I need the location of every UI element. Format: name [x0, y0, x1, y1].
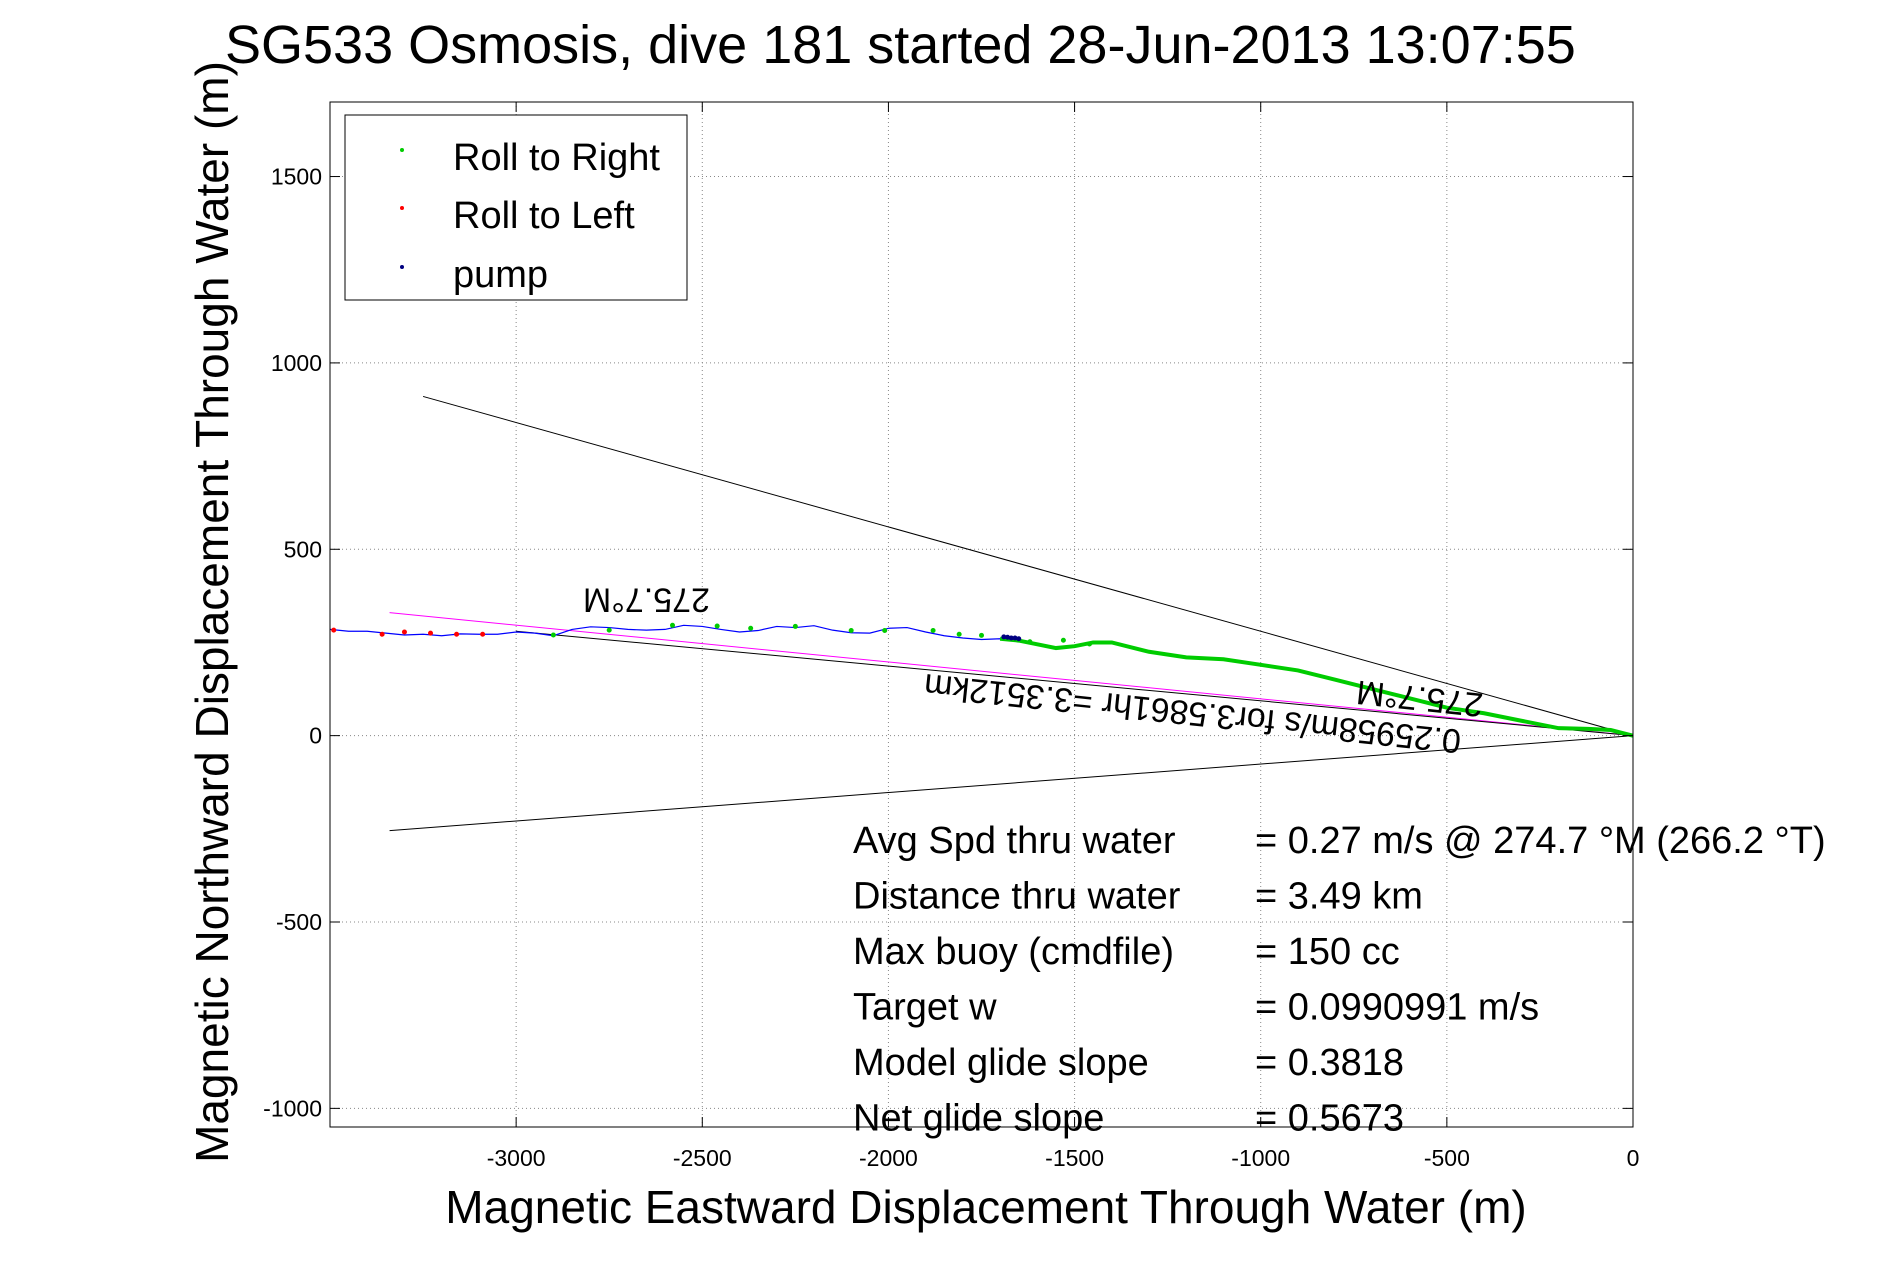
roll-left-point	[379, 631, 385, 637]
heading-line-black	[516, 630, 1634, 737]
roll-right-point	[606, 627, 612, 633]
roll-right-segment	[999, 636, 1634, 738]
stat-label: Distance thru water	[853, 876, 1181, 918]
x-tick-label: -500	[1424, 1145, 1470, 1171]
y-tick-label: -1000	[263, 1095, 322, 1121]
stat-value: = 0.3818	[1255, 1042, 1404, 1084]
roll-right-point	[1086, 641, 1092, 647]
stat-value: = 0.27 m/s @ 274.7 °M (266.2 °T)	[1255, 820, 1826, 862]
x-axis-label: Magnetic Eastward Displacement Through W…	[445, 1181, 1526, 1233]
roll-right-point	[1027, 639, 1033, 645]
y-tick-label: -500	[276, 909, 322, 935]
y-axis-label: Magnetic Northward Displacement Through …	[186, 61, 238, 1163]
roll-right-point	[550, 632, 556, 638]
x-tick-label: -3000	[487, 1145, 546, 1171]
pump-point	[1008, 635, 1014, 641]
reference-lines	[389, 395, 1634, 832]
roll-right-point	[792, 623, 798, 629]
roll-left-point	[480, 631, 486, 637]
marker-points	[331, 622, 1092, 647]
legend-roll-right-marker	[400, 148, 404, 152]
roll-left-point	[401, 629, 407, 635]
roll-right-point	[930, 628, 936, 634]
roll-right-point	[848, 628, 854, 634]
track-series	[329, 624, 1634, 738]
x-tick-label: -2000	[859, 1145, 918, 1171]
pump-point	[1001, 634, 1007, 640]
pump-point	[1005, 634, 1011, 640]
stats-block: Avg Spd thru water = 0.27 m/s @ 274.7 °M …	[853, 820, 1826, 1140]
stat-label: Max buoy (cmdfile)	[853, 931, 1174, 973]
pump-point	[1012, 635, 1018, 641]
stat-value: = 0.0990991 m/s	[1255, 987, 1539, 1029]
y-tick-label: 1000	[271, 350, 322, 376]
upper-bound-line	[422, 395, 1634, 737]
y-tick-label: 0	[309, 723, 322, 749]
stat-value: = 3.49 km	[1255, 876, 1423, 918]
stat-label: Model glide slope	[853, 1042, 1149, 1084]
roll-right-point	[979, 632, 984, 638]
roll-right-point	[670, 622, 676, 628]
stat-label: Avg Spd thru water	[853, 820, 1176, 862]
roll-right-point	[956, 631, 962, 637]
stat-value: = 0.5673	[1255, 1098, 1404, 1140]
stat-value: = 150 cc	[1255, 931, 1400, 973]
x-tick-label: 0	[1627, 1145, 1640, 1171]
stat-label: Net glide slope	[853, 1098, 1104, 1140]
roll-left-point	[331, 627, 337, 633]
roll-right-point	[882, 628, 888, 634]
roll-right-point	[714, 623, 720, 629]
x-tick-label: -1500	[1045, 1145, 1104, 1171]
plot-frame	[329, 101, 1634, 1128]
lower-bound-line	[389, 735, 1634, 832]
legend-roll-right-label: Roll to Right	[453, 137, 660, 179]
legend-roll-left-label: Roll to Left	[453, 195, 635, 237]
axis-ticks: -3000 -2500 -2000 -1500 -1000 -500 0 1500 1000 50…	[263, 102, 1639, 1171]
roll-left-point	[454, 631, 460, 637]
chart-title: SG533 Osmosis, dive 181 started 28-Jun-2…	[225, 15, 1576, 75]
legend-pump-label: pump	[453, 254, 548, 296]
x-tick-label: -2500	[673, 1145, 732, 1171]
heading-label-upper: 275.7°M	[583, 580, 710, 618]
legend: Roll to Right Roll to Left pump	[344, 114, 688, 301]
x-tick-label: -1000	[1231, 1145, 1290, 1171]
stat-label: Target w	[853, 987, 997, 1029]
pump-point	[1016, 636, 1022, 642]
roll-right-point	[748, 625, 754, 631]
heading-line-magenta	[389, 612, 1634, 737]
legend-pump-marker	[400, 265, 404, 269]
roll-right-point	[1060, 637, 1066, 643]
y-tick-label: 1500	[271, 164, 322, 190]
legend-roll-left-marker	[400, 206, 404, 210]
y-tick-label: 500	[284, 536, 322, 562]
roll-left-point	[428, 630, 434, 636]
